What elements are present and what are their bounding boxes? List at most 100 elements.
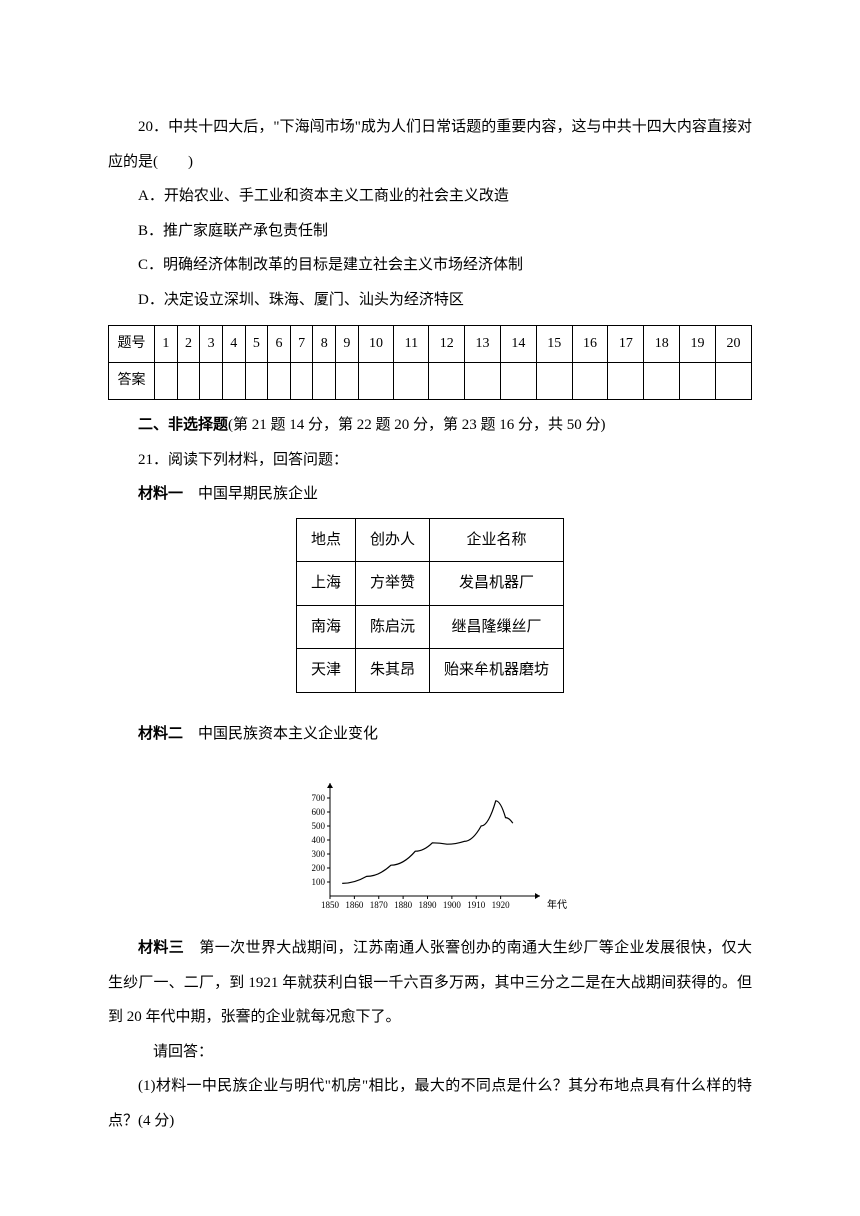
col-3: 3 (200, 326, 223, 363)
svg-text:200: 200 (312, 863, 326, 873)
col-11: 11 (394, 326, 429, 363)
svg-text:1900: 1900 (443, 900, 462, 910)
ans-10 (358, 363, 394, 400)
col-10: 10 (358, 326, 394, 363)
col-20: 20 (715, 326, 751, 363)
material-1-title: 中国早期民族企业 (183, 486, 318, 502)
material-3-label: 材料三 (138, 940, 184, 956)
col-18: 18 (644, 326, 680, 363)
material-3-text: 第一次世界大战期间，江苏南通人张謇创办的南通大生纱厂等企业发展很快，仅大生纱厂一… (108, 940, 752, 1025)
th-company: 企业名称 (430, 518, 564, 562)
ans-3 (200, 363, 223, 400)
cell: 上海 (296, 562, 355, 606)
ans-12 (429, 363, 465, 400)
chart-svg: 100 200 300 400 500 600 700 1850 1860 1870 1880 189… (290, 771, 570, 921)
ans-18 (644, 363, 680, 400)
q20-option-b: B．推广家庭联产承包责任制 (108, 214, 752, 249)
row-label-answer: 答案 (109, 363, 155, 400)
svg-text:300: 300 (312, 849, 326, 859)
ans-17 (608, 363, 644, 400)
col-13: 13 (465, 326, 501, 363)
svg-text:1890: 1890 (419, 900, 438, 910)
q21-sub1: (1)材料一中民族企业与明代"机房"相比，最大的不同点是什么？其分布地点具有什么… (108, 1069, 752, 1138)
table-row: 地点 创办人 企业名称 (296, 518, 563, 562)
cell: 陈启沅 (355, 605, 429, 649)
svg-text:100: 100 (312, 877, 326, 887)
please-answer: 请回答： (108, 1035, 752, 1070)
svg-text:1850: 1850 (321, 900, 340, 910)
ans-6 (268, 363, 291, 400)
svg-text:1880: 1880 (394, 900, 413, 910)
col-17: 17 (608, 326, 644, 363)
cell: 天津 (296, 649, 355, 693)
material-2-label: 材料二 (138, 726, 183, 742)
ans-20 (715, 363, 751, 400)
ans-11 (394, 363, 429, 400)
cell: 发昌机器厂 (430, 562, 564, 606)
q20-option-d: D．决定设立深圳、珠海、厦门、汕头为经济特区 (108, 283, 752, 318)
col-14: 14 (500, 326, 536, 363)
question-20-text: 20．中共十四大后，"下海闯市场"成为人们日常话题的重要内容，这与中共十四大内容… (108, 110, 752, 179)
ans-13 (465, 363, 501, 400)
ans-5 (245, 363, 268, 400)
col-6: 6 (268, 326, 291, 363)
material-2-title: 中国民族资本主义企业变化 (183, 726, 378, 742)
col-5: 5 (245, 326, 268, 363)
col-12: 12 (429, 326, 465, 363)
col-9: 9 (336, 326, 359, 363)
answer-value-row: 答案 (109, 363, 752, 400)
row-label-question-number: 题号 (109, 326, 155, 363)
ans-7 (290, 363, 313, 400)
col-7: 7 (290, 326, 313, 363)
ans-9 (336, 363, 359, 400)
q20-option-a: A．开始农业、手工业和资本主义工商业的社会主义改造 (108, 179, 752, 214)
col-2: 2 (177, 326, 200, 363)
svg-text:1910: 1910 (467, 900, 486, 910)
answer-header-row: 题号 1 2 3 4 5 6 7 8 9 10 11 12 13 14 15 1… (109, 326, 752, 363)
section-2-title-bold: 二、非选择题 (138, 417, 228, 433)
q20-option-c: C．明确经济体制改革的目标是建立社会主义市场经济体制 (108, 248, 752, 283)
svg-text:年代: 年代 (547, 898, 567, 911)
ans-19 (680, 363, 716, 400)
q21-intro: 21．阅读下列材料，回答问题： (108, 443, 752, 478)
cell: 贻来牟机器磨坊 (430, 649, 564, 693)
col-19: 19 (680, 326, 716, 363)
table-row: 上海 方举赞 发昌机器厂 (296, 562, 563, 606)
line-chart: 100 200 300 400 500 600 700 1850 1860 1870 1880 189… (290, 771, 570, 921)
svg-text:1870: 1870 (370, 900, 389, 910)
col-16: 16 (572, 326, 608, 363)
th-founder: 创办人 (355, 518, 429, 562)
table-row: 南海 陈启沅 继昌隆缫丝厂 (296, 605, 563, 649)
material-1-label: 材料一 (138, 486, 183, 502)
ans-2 (177, 363, 200, 400)
svg-text:700: 700 (312, 793, 326, 803)
ans-4 (222, 363, 245, 400)
spacer (108, 705, 752, 717)
ans-14 (500, 363, 536, 400)
col-4: 4 (222, 326, 245, 363)
ans-15 (536, 363, 572, 400)
ans-16 (572, 363, 608, 400)
material-3-paragraph: 材料三 第一次世界大战期间，江苏南通人张謇创办的南通大生纱厂等企业发展很快，仅大… (108, 931, 752, 1035)
svg-text:400: 400 (312, 835, 326, 845)
ans-1 (155, 363, 178, 400)
col-8: 8 (313, 326, 336, 363)
th-location: 地点 (296, 518, 355, 562)
cell: 南海 (296, 605, 355, 649)
svg-text:600: 600 (312, 807, 326, 817)
svg-text:1920: 1920 (492, 900, 511, 910)
answer-grid-table: 题号 1 2 3 4 5 6 7 8 9 10 11 12 13 14 15 1… (108, 325, 752, 400)
section-2-heading: 二、非选择题(第 21 题 14 分，第 22 题 20 分，第 23 题 16… (108, 408, 752, 443)
material-1-line: 材料一 中国早期民族企业 (108, 477, 752, 512)
table-row: 天津 朱其昂 贻来牟机器磨坊 (296, 649, 563, 693)
col-1: 1 (155, 326, 178, 363)
cell: 继昌隆缫丝厂 (430, 605, 564, 649)
svg-text:1860: 1860 (345, 900, 364, 910)
cell: 朱其昂 (355, 649, 429, 693)
svg-text:500: 500 (312, 821, 326, 831)
section-2-detail: (第 21 题 14 分，第 22 题 20 分，第 23 题 16 分，共 5… (228, 417, 606, 433)
cell: 方举赞 (355, 562, 429, 606)
enterprise-table: 地点 创办人 企业名称 上海 方举赞 发昌机器厂 南海 陈启沅 继昌隆缫丝厂 天… (296, 518, 564, 693)
ans-8 (313, 363, 336, 400)
col-15: 15 (536, 326, 572, 363)
